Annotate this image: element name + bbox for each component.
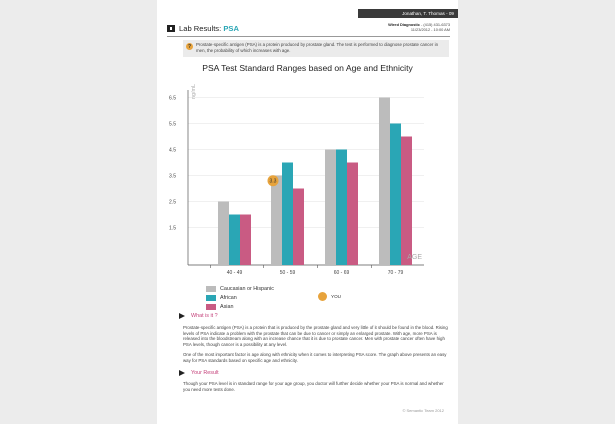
you-marker-value: 3.3 [270,179,277,185]
bar [336,149,347,265]
bar [282,162,293,265]
patient-name: Jonathan, T. Thomas - 09 [402,11,454,16]
y-tick-label: 2.5 [169,199,176,205]
bar [293,188,304,265]
x-tick-label: 40 - 49 [227,270,243,276]
y-tick-label: 3.5 [169,173,176,179]
y-axis-label: ng/mL [191,84,197,99]
legend-swatch-asian [206,303,216,310]
info-text: Prostate-specific antigen (PSA) is a pro… [196,42,439,53]
play-arrow-icon [179,370,185,376]
chart-title: PSA Test Standard Ranges based on Age an… [202,63,413,73]
play-arrow-icon [179,313,185,319]
section-your-result: Your Result [179,370,219,376]
clinic-name: Wired Diagnostic [388,22,420,27]
lab-report-icon [167,25,175,32]
bar [218,201,229,265]
chart-bars [218,97,412,265]
title-accent: PSA [223,24,239,33]
you-marker [267,175,279,187]
info-box: ? Prostate-specific antigen (PSA) is a p… [183,40,449,57]
psa-bar-chart: 1.5 2.5 3.5 4.5 5.5 6.5 ng/mL AGE 40 - 49 50 - 59… [169,84,424,276]
chart-labels: 1.5 2.5 3.5 4.5 5.5 6.5 ng/mL AGE 40 - 49 50 - 59… [169,84,422,276]
bar [325,149,336,265]
bar [347,162,358,265]
bar [401,136,412,265]
legend-swatch-african [206,294,216,301]
y-tick-label: 1.5 [169,225,176,231]
you-marker-icon [318,292,327,301]
bar [240,214,251,265]
y-tick-label: 6.5 [169,95,176,101]
page-title: Lab Results: PSA [179,24,239,33]
title-prefix: Lab Results: [179,24,224,33]
report-datetime: 11/23/2012 - 10:00 AM [410,27,450,32]
x-tick-label: 70 - 79 [388,270,404,276]
legend-swatch-caucasian [206,285,216,292]
x-axis-label: AGE [407,254,422,261]
copyright-footer: © Semantic Team 2012 [402,408,444,413]
y-tick-label: 5.5 [169,121,176,127]
what-paragraph-1: Prostate-specific antigen (PSA) is a pro… [183,325,448,347]
bar [379,97,390,265]
bar [271,175,282,265]
legend-item-you: YOU [318,292,341,301]
legend-label-you: YOU [331,294,341,299]
section-what-is-it: What is it ? [179,313,218,319]
report-page: Jonathan, T. Thomas - 09 Lab Results: PS… [157,0,458,424]
patient-name-bar: Jonathan, T. Thomas - 09 [358,9,458,18]
result-paragraph: Though your PSA level is in standard ran… [183,381,444,392]
bar [390,123,401,265]
section-title-what: What is it ? [191,313,218,319]
legend-label-african: African [220,294,237,301]
y-tick-label: 4.5 [169,147,176,153]
legend-item-african: African [206,294,237,301]
header-divider [167,36,450,37]
what-paragraph-2: One of the most important factor is age … [183,352,447,363]
question-icon: ? [186,43,193,50]
bar [229,214,240,265]
x-tick-label: 60 - 69 [334,270,350,276]
x-tick-label: 50 - 59 [280,270,296,276]
legend-label-asian: Asian [220,303,234,310]
legend-label-caucasian: Caucasian or Hispanic [220,285,274,292]
section-title-result: Your Result [191,370,219,376]
clinic-phone: - (415) 431-6373 [419,22,450,27]
legend-item-asian: Asian [206,303,234,310]
legend-item-caucasian: Caucasian or Hispanic [206,285,274,292]
report-header: Lab Results: PSA Wired Diagnostic - (415… [167,20,450,36]
clinic-info: Wired Diagnostic - (415) 431-6373 11/23/… [388,22,450,32]
